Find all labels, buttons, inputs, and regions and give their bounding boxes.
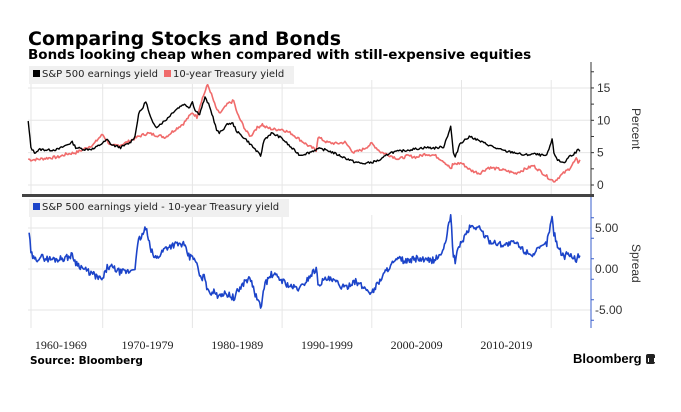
top-y-tick-label: 0 — [597, 178, 604, 192]
legend-label-earnings: S&P 500 earnings yield — [42, 69, 159, 80]
axes: 0 5 10 15 5.00 0.00 -5.00 Percent Spread 1960-196… — [22, 62, 643, 352]
chart-subtitle: Bonds looking cheap when compared with s… — [28, 47, 532, 63]
x-category-label: 1980-1989 — [211, 338, 263, 352]
chart-title: Comparing Stocks and Bonds — [28, 28, 342, 50]
legend-item-earnings: S&P 500 earnings yield — [33, 69, 158, 80]
top-y-tick-label: 5 — [597, 146, 604, 160]
top-y-tick-label: 15 — [597, 81, 611, 95]
top-y-tick-label: 10 — [597, 113, 611, 127]
top-y-axis-title: Percent — [629, 108, 643, 150]
x-category-label: 2010-2019 — [480, 338, 532, 352]
legend-label-spread: S&P 500 earnings yield - 10-year Treasur… — [42, 202, 280, 213]
spread-line — [28, 214, 581, 309]
bloomberg-logo-icon — [645, 354, 655, 364]
legend-swatch-treasury — [164, 70, 172, 77]
legend-item-spread: S&P 500 earnings yield - 10-year Treasur… — [33, 202, 279, 213]
x-category-label: 2000-2009 — [391, 338, 443, 352]
panel-divider — [22, 194, 594, 197]
source-note: Source: Bloomberg — [30, 355, 143, 367]
brand-label: Bloomberg — [573, 351, 642, 366]
bottom-y-axis-title: Spread — [629, 244, 643, 283]
treasury-yield-line — [28, 83, 581, 183]
bottom-y-tick-label: 5.00 — [595, 221, 619, 235]
x-category-label: 1970-1979 — [122, 338, 174, 352]
bottom-y-tick-label: 0.00 — [595, 262, 619, 276]
legend-label-treasury: 10-year Treasury yield — [173, 69, 285, 80]
x-category-label: 1960-1969 — [35, 338, 87, 352]
bottom-y-tick-label: -5.00 — [595, 303, 623, 317]
bloomberg-brand: Bloomberg — [573, 351, 655, 366]
series-lines — [27, 83, 581, 309]
earnings-yield-line — [27, 96, 581, 165]
top-legend: S&P 500 earnings yield 10-year Treasury y… — [29, 66, 295, 84]
bottom-legend: S&P 500 earnings yield - 10-year Treasur… — [29, 199, 290, 217]
legend-swatch-earnings — [33, 70, 40, 77]
x-category-label: 1990-1999 — [301, 338, 353, 352]
legend-item-treasury: 10-year Treasury yield — [164, 69, 284, 80]
legend-swatch-spread — [33, 203, 40, 210]
gridlines — [28, 80, 591, 328]
